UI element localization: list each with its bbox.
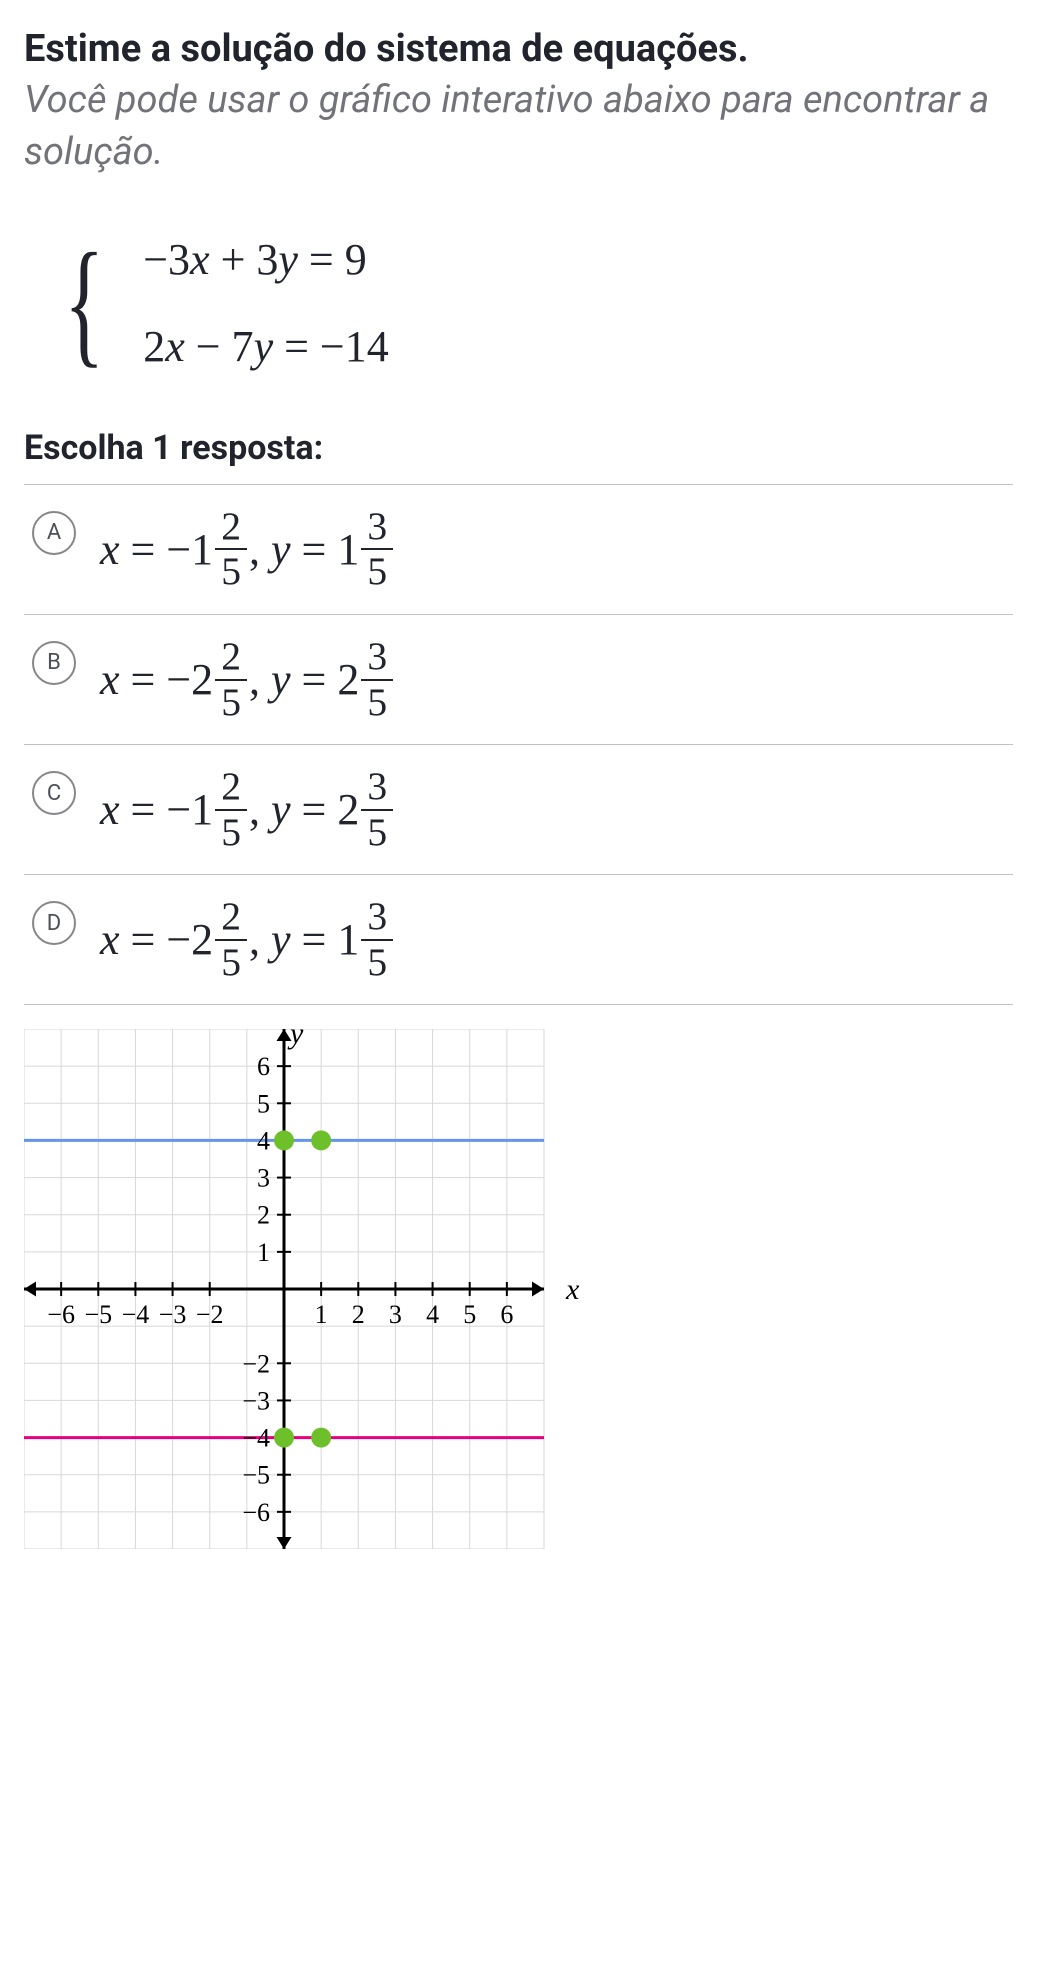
radio-d[interactable]: D: [32, 901, 76, 945]
svg-text:−2: −2: [242, 1350, 270, 1379]
choose-label: Escolha 1 resposta:: [24, 428, 1013, 468]
answer-option-d[interactable]: Dx = −225, y = 135: [24, 875, 1013, 1005]
graph-svg[interactable]: −6−5−4−3−2123456123456−2−3−4−5−6yx: [24, 1029, 604, 1549]
svg-text:4: 4: [426, 1300, 439, 1329]
answer-option-b[interactable]: Bx = −225, y = 235: [24, 615, 1013, 745]
equation-1: −3x + 3y = 9: [143, 234, 389, 285]
svg-text:−3: −3: [242, 1387, 270, 1416]
answer-math: x = −125, y = 135: [100, 505, 395, 594]
svg-text:2: 2: [352, 1300, 365, 1329]
svg-text:−4: −4: [122, 1300, 150, 1329]
svg-text:4: 4: [257, 1127, 270, 1156]
prompt-bold: Estime a solução do sistema de equações.: [24, 27, 749, 71]
equation-2: 2x − 7y = −14: [143, 321, 389, 372]
svg-text:−3: −3: [159, 1300, 187, 1329]
prompt: Estime a solução do sistema de equações.…: [24, 24, 1013, 178]
graph-point[interactable]: [311, 1131, 331, 1151]
radio-a[interactable]: A: [32, 511, 76, 555]
svg-text:−4: −4: [242, 1424, 270, 1453]
answer-math: x = −225, y = 235: [100, 635, 395, 724]
svg-text:3: 3: [257, 1164, 270, 1193]
svg-text:5: 5: [463, 1300, 476, 1329]
svg-text:−6: −6: [47, 1300, 75, 1329]
graph-point[interactable]: [274, 1428, 294, 1448]
x-axis-label: x: [565, 1273, 580, 1306]
radio-c[interactable]: C: [32, 771, 76, 815]
svg-text:1: 1: [315, 1300, 328, 1329]
answer-option-a[interactable]: Ax = −125, y = 135: [24, 485, 1013, 615]
answer-option-c[interactable]: Cx = −125, y = 235: [24, 745, 1013, 875]
answer-math: x = −125, y = 235: [100, 765, 395, 854]
graph-point[interactable]: [311, 1428, 331, 1448]
svg-text:−2: −2: [196, 1300, 224, 1329]
svg-text:3: 3: [389, 1300, 402, 1329]
svg-text:2: 2: [257, 1201, 270, 1230]
svg-text:6: 6: [257, 1052, 270, 1081]
prompt-italic: Você pode usar o gráfico interativo abai…: [24, 78, 989, 173]
svg-text:5: 5: [257, 1090, 270, 1119]
answer-math: x = −225, y = 135: [100, 895, 395, 984]
graph-point[interactable]: [274, 1131, 294, 1151]
svg-text:−5: −5: [84, 1300, 112, 1329]
svg-text:6: 6: [500, 1300, 513, 1329]
y-axis-label: y: [287, 1029, 304, 1050]
svg-text:−6: −6: [242, 1498, 270, 1527]
interactive-graph[interactable]: −6−5−4−3−2123456123456−2−3−4−5−6yx: [24, 1029, 1013, 1553]
svg-text:1: 1: [257, 1238, 270, 1267]
svg-text:−5: −5: [242, 1461, 270, 1490]
radio-b[interactable]: B: [32, 641, 76, 685]
equation-system: { −3x + 3y = 9 2x − 7y = −14: [64, 234, 1013, 372]
brace-icon: {: [64, 240, 104, 366]
answer-list: Ax = −125, y = 135Bx = −225, y = 235Cx =…: [24, 484, 1013, 1005]
